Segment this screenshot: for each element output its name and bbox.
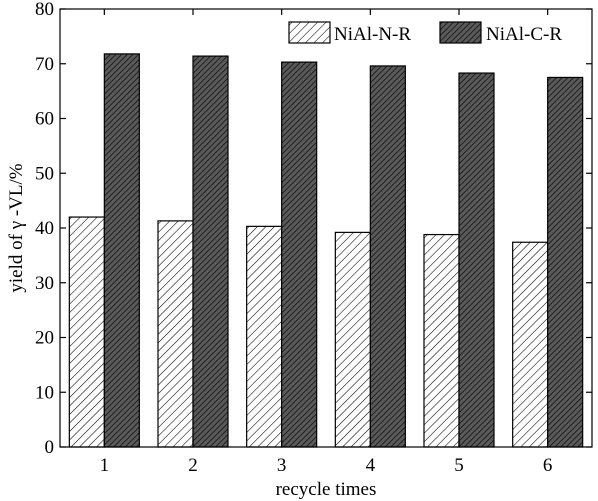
bar-nial-n-r-2 (157, 220, 194, 448)
bars-group (68, 53, 584, 448)
y-tick-label: 70 (35, 54, 54, 75)
bar-nial-n-r-5 (423, 233, 460, 448)
x-axis: 1 2 3 4 5 6 (100, 9, 553, 476)
legend-label-nial-c-r: NiAl-C-R (486, 24, 562, 45)
bar-nial-c-r-2 (192, 55, 229, 448)
bar-nial-n-r-4 (334, 231, 371, 448)
legend-swatch-nial-c-r (439, 21, 482, 44)
bar-nial-c-r-4 (369, 65, 406, 448)
x-tick-label: 2 (188, 455, 198, 476)
bar-nial-n-r-1 (68, 216, 105, 448)
legend: NiAl-N-R NiAl-C-R (288, 21, 562, 45)
x-tick-label: 1 (100, 455, 110, 476)
y-tick-label: 60 (35, 109, 54, 130)
legend-swatch-nial-n-r (288, 21, 331, 44)
legend-label-nial-n-r: NiAl-N-R (334, 24, 411, 45)
y-tick-label: 80 (35, 0, 54, 20)
bar-nial-c-r-5 (458, 72, 495, 448)
bar-nial-n-r-3 (246, 225, 283, 448)
x-tick-label: 6 (543, 455, 553, 476)
y-axis: 0 10 20 30 40 50 60 70 80 (35, 0, 592, 458)
bar-nial-n-r-6 (512, 241, 549, 448)
bar-nial-c-r-6 (547, 76, 584, 448)
y-tick-label: 10 (35, 382, 54, 403)
y-tick-label: 40 (35, 218, 54, 239)
x-axis-title: recycle times (276, 479, 377, 500)
x-tick-label: 5 (454, 455, 464, 476)
x-tick-label: 4 (366, 455, 376, 476)
y-tick-label: 20 (35, 328, 54, 349)
y-tick-label: 50 (35, 163, 54, 184)
y-axis-title: yield of γ -VL/% (6, 163, 27, 292)
bar-nial-c-r-3 (281, 61, 318, 448)
x-tick-label: 3 (277, 455, 287, 476)
y-tick-label: 0 (45, 437, 55, 458)
bar-nial-c-r-1 (103, 53, 140, 448)
y-tick-label: 30 (35, 273, 54, 294)
